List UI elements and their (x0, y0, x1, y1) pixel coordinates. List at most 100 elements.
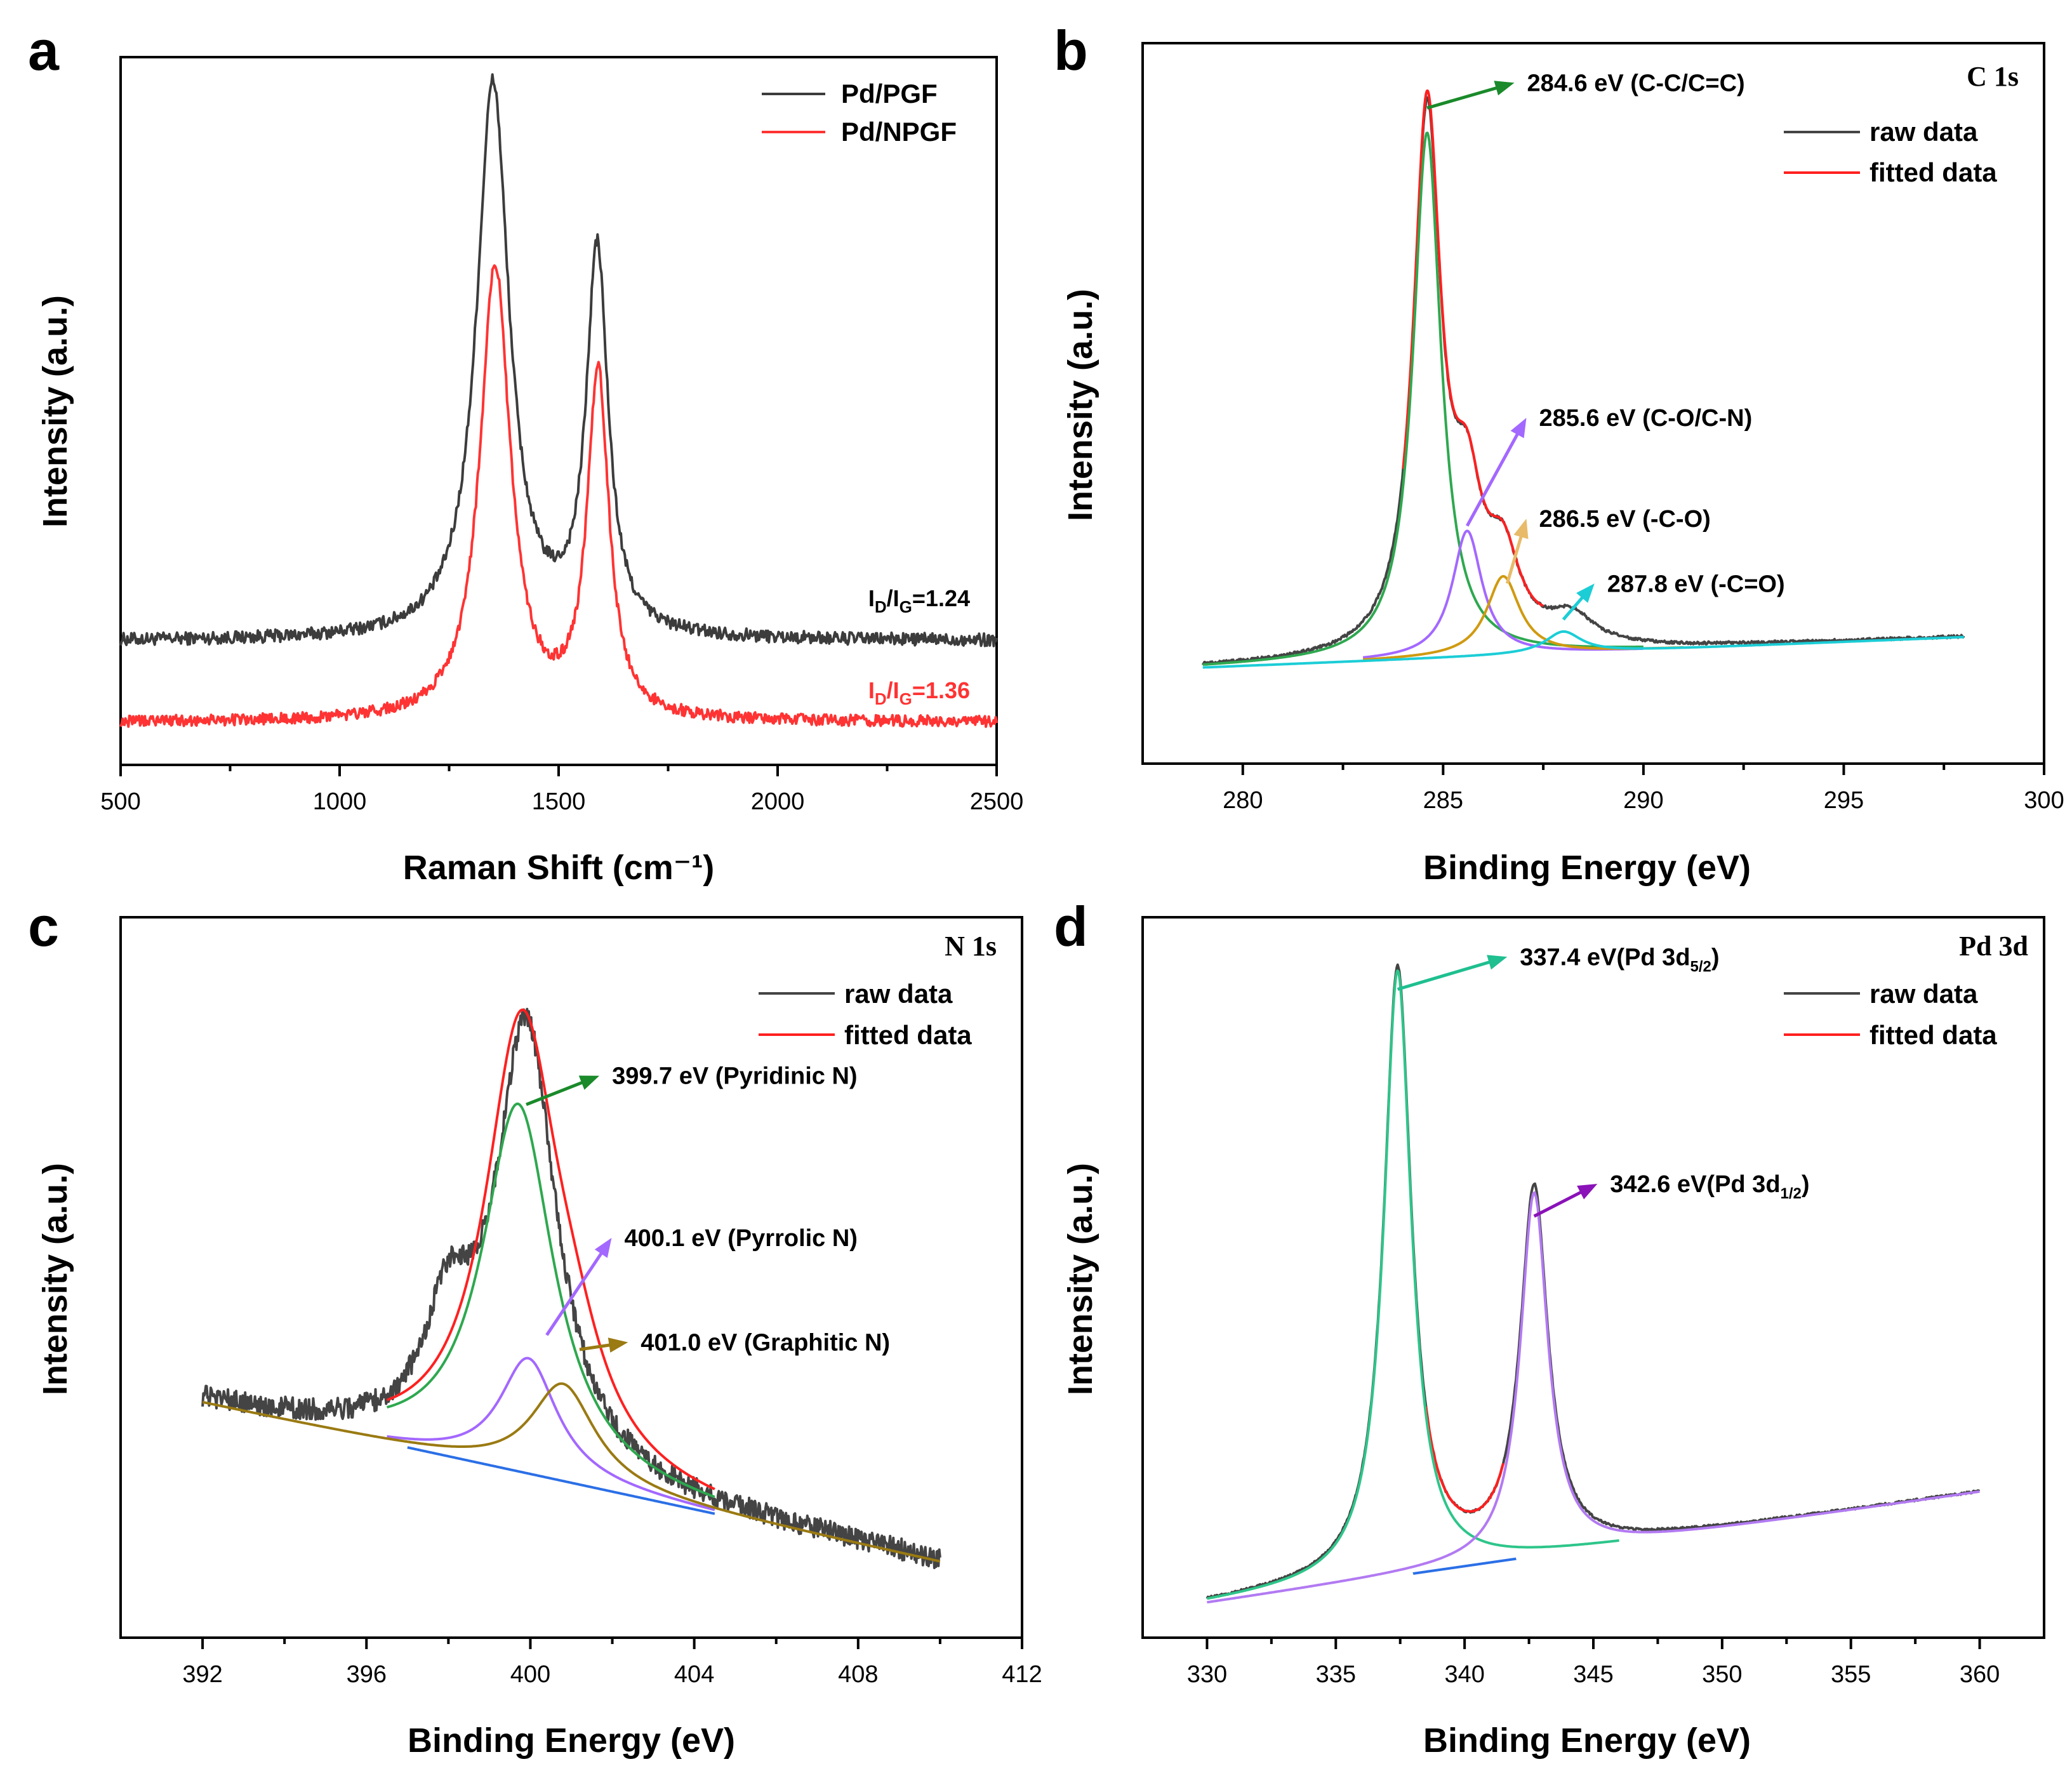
panel-d-annotations: 337.4 eV(Pd 3d5/2)342.6 eV(Pd 3d1/2) (1397, 944, 1810, 1218)
x-tick-label-b-1: 285 (1423, 787, 1463, 814)
panel-d-y-axis-title: Intensity (a.u.) (1061, 1163, 1099, 1395)
annotation-sub-d-1: 1/2 (1781, 1185, 1802, 1202)
x-tick-label-d-5: 355 (1831, 1661, 1871, 1688)
panel-d-x-axis-title: Binding Energy (eV) (1423, 1721, 1751, 1760)
series-d-raw-data (1205, 963, 1981, 1600)
annotation-text-b-3: 287.8 eV (-C=O) (1607, 571, 1785, 597)
series-d-342-6-ev-component (1207, 1191, 1980, 1604)
panel-d-series-group (1205, 963, 1981, 1604)
series-b-raw-data (1201, 96, 1965, 666)
ratio-sub-d-npgf: D (875, 689, 887, 708)
x-tick-label-a-4: 2500 (970, 788, 1024, 815)
annotation-text-d-0: 337.4 eV(Pd 3d (1520, 944, 1690, 971)
panel-c-x-axis-title: Binding Energy (eV) (408, 1721, 735, 1760)
legend-label-pd-pgf: Pd/PGF (841, 79, 938, 109)
annotation-sub-d-0: 5/2 (1690, 958, 1711, 975)
panel-b-plot-frame (1141, 42, 2045, 765)
series-b-287-8-ev-component (1202, 630, 1964, 669)
annotation-arrowhead-c-1 (594, 1238, 612, 1258)
x-tick-label-d-1: 335 (1316, 1661, 1356, 1688)
legend-label-fitted-d: fitted data (1869, 1020, 1997, 1050)
panel-b-legend: raw data fitted data (1784, 117, 1997, 187)
panel-a-letter: a (28, 19, 60, 82)
x-tick-label-b-3: 295 (1824, 787, 1864, 814)
panel-c-n1s: c N 1s 392 396 400 404 408 412 399.7 eV (Pyri… (28, 895, 1042, 1760)
x-tick-label-d-4: 350 (1702, 1661, 1742, 1688)
annotation-arrow-b-1 (1466, 428, 1522, 527)
legend-label-raw-d: raw data (1869, 979, 1978, 1009)
x-tick-label-c-2: 400 (510, 1661, 550, 1688)
annotation-arrowhead-b-0 (1494, 81, 1515, 96)
panel-b-title: C 1s (1967, 61, 2019, 92)
panel-c-annotations: 399.7 eV (Pyridinic N) 400.1 eV (Pyrrolic… (526, 1063, 890, 1356)
panel-a-series-group (119, 73, 998, 728)
series-c-401-0-ev-component (202, 1382, 941, 1563)
ratio-mid-npgf: /I (887, 677, 900, 703)
annotation-text-b-0: 284.6 eV (C-C/C=C) (1527, 70, 1745, 96)
panel-c-series-group (201, 1007, 941, 1569)
annotation-arrow-d-1 (1533, 1188, 1587, 1218)
panel-a-x-ticks: 500 1000 1500 2000 2500 (100, 765, 1023, 815)
panel-d-x-ticks: 330 335 340 345 350 355 360 (1187, 1638, 2000, 1688)
series-b-284-6-ev-component (1202, 131, 1644, 666)
series-d-fitted-data (1424, 1406, 1504, 1513)
panel-c-y-axis-title: Intensity (a.u.) (36, 1163, 74, 1395)
annotation-label-b-1: 285.6 eV (C-O/C-N) (1539, 405, 1752, 432)
panel-b-x-axis-title: Binding Energy (eV) (1423, 849, 1751, 887)
ratio-value-npgf: =1.36 (912, 677, 970, 703)
panel-c-plot-frame (119, 916, 1023, 1639)
panel-d-legend: raw data fitted data (1784, 979, 1997, 1050)
panel-b-series-group (1201, 89, 1965, 669)
series-d-baseline (1412, 1557, 1517, 1575)
annotation-arrow-d-0 (1397, 958, 1496, 991)
panel-a-legend: Pd/PGF Pd/NPGF (762, 79, 957, 147)
x-tick-label-c-3: 404 (674, 1661, 714, 1688)
x-tick-label-b-4: 300 (2024, 787, 2064, 814)
panel-a-x-axis-title: Raman Shift (cm⁻¹) (403, 849, 715, 887)
legend-label-raw-b: raw data (1869, 117, 1978, 147)
annotation-label-c-0: 399.7 eV (Pyridinic N) (612, 1063, 857, 1090)
x-tick-label-c-1: 396 (347, 1661, 387, 1688)
ratio-label-pd-pgf: ID/IG=1.24 (868, 585, 970, 616)
panel-b-annotations: 284.6 eV (C-C/C=C) 285.6 eV (C-O/C-N) 286.… (1426, 70, 1785, 621)
ratio-label-pd-npgf: ID/IG=1.36 (868, 677, 970, 708)
panel-d-letter: d (1054, 895, 1088, 958)
x-tick-label-c-0: 392 (182, 1661, 222, 1688)
annotation-after-d-1: ) (1802, 1171, 1810, 1198)
series-b-285-6-ev-component (1362, 529, 1644, 659)
legend-label-fitted-b: fitted data (1869, 157, 1997, 187)
annotation-text-b-1: 285.6 eV (C-O/C-N) (1539, 405, 1752, 432)
series-c-raw-data (201, 1007, 941, 1569)
series-c-baseline (406, 1446, 715, 1515)
ratio-mid-pgf: /I (887, 585, 900, 611)
annotation-text-c-0: 399.7 eV (Pyridinic N) (612, 1063, 857, 1090)
annotation-arrow-b-2 (1505, 530, 1525, 584)
annotation-text-c-1: 400.1 eV (Pyrrolic N) (624, 1225, 858, 1252)
annotation-text-d-1: 342.6 eV(Pd 3d (1610, 1171, 1780, 1198)
panel-a-y-axis-title: Intensity (a.u.) (36, 295, 74, 527)
annotation-arrow-b-0 (1426, 84, 1503, 110)
panel-d-pd3d: d Pd 3d 330 335 340 345 350 355 360 337.4 eV(P… (1054, 895, 2045, 1760)
ratio-sub-d-pgf: D (875, 597, 887, 616)
panel-c-legend: raw data fitted data (759, 979, 972, 1050)
x-tick-label-d-6: 360 (1960, 1661, 2000, 1688)
x-tick-label-c-4: 408 (838, 1661, 878, 1688)
panel-c-letter: c (28, 895, 59, 958)
panel-c-x-ticks: 392 396 400 404 408 412 (182, 1638, 1042, 1688)
x-tick-label-a-3: 2000 (751, 788, 805, 815)
annotation-arrowhead-c-2 (608, 1337, 628, 1353)
x-tick-label-c-5: 412 (1002, 1661, 1042, 1688)
annotation-arrow-c-1 (545, 1247, 606, 1336)
series-c-399-7-ev-component (386, 1102, 715, 1499)
series-a-pd-pgf (119, 73, 998, 647)
series-c-fitted-data (386, 1008, 715, 1490)
panel-b-c1s: b C 1s 280 285 290 295 300 284.6 eV (C-C/C=C… (1054, 19, 2064, 887)
annotation-label-b-0: 284.6 eV (C-C/C=C) (1527, 70, 1745, 96)
series-b-fitted-data (1402, 89, 1544, 607)
legend-label-raw-c: raw data (844, 979, 953, 1009)
x-tick-label-b-0: 280 (1223, 787, 1263, 814)
annotation-arrowhead-b-3 (1576, 583, 1595, 603)
x-tick-label-a-1: 1000 (313, 788, 367, 815)
annotation-label-c-1: 400.1 eV (Pyrrolic N) (624, 1225, 858, 1252)
annotation-arrowhead-b-1 (1510, 418, 1527, 439)
